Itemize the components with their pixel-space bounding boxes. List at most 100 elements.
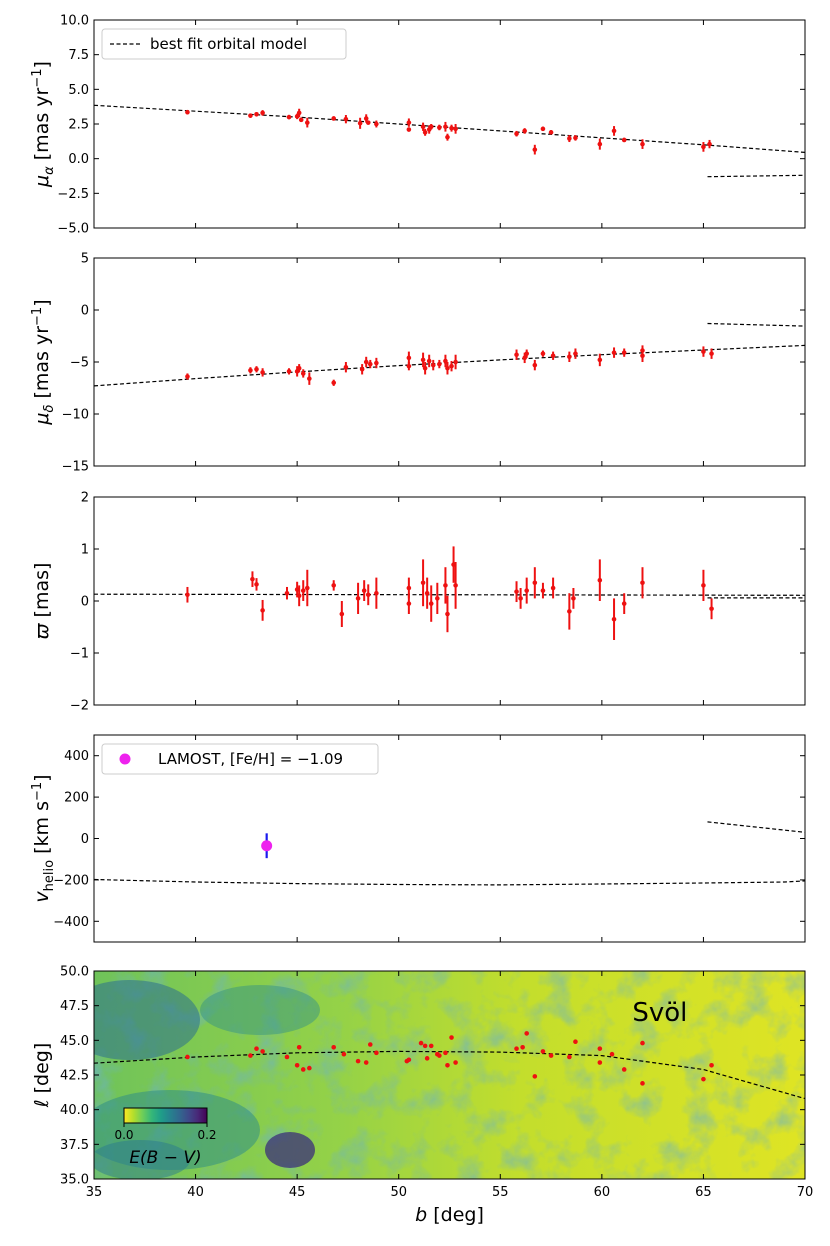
data-point: [300, 588, 306, 593]
data-point: [422, 130, 428, 135]
data-point: [573, 135, 578, 141]
xtick-label: 35: [86, 1185, 103, 1200]
data-point: [359, 366, 365, 372]
data-point: [286, 114, 292, 120]
xtick-label: 55: [492, 1185, 509, 1200]
colorbar-label: E(B − V): [129, 1148, 201, 1168]
data-point: [374, 1050, 379, 1056]
data-point: [331, 583, 337, 588]
data-point: [640, 141, 645, 147]
ytick-label: 400: [64, 749, 89, 764]
ytick-label: −400: [53, 915, 89, 930]
ylabel-close: ]: [31, 299, 53, 306]
model-line-1: [707, 821, 806, 833]
xtick-label: 70: [797, 1185, 814, 1200]
data-point: [640, 1040, 645, 1046]
ylabel-subscript: α: [42, 166, 57, 175]
data-point: [260, 608, 265, 613]
data-point: [406, 363, 412, 369]
data-point: [707, 141, 712, 147]
data-point: [597, 577, 603, 583]
data-point: [573, 351, 578, 356]
data-point: [514, 352, 519, 358]
legend-box: [101, 28, 347, 60]
data-point: [294, 1062, 300, 1068]
data-point: [550, 585, 556, 591]
data-point: [571, 596, 576, 601]
data-point: [185, 592, 190, 598]
ytick-label: 42.5: [60, 1069, 89, 1084]
data-point: [514, 589, 519, 594]
data-point: [540, 1049, 546, 1054]
data-point: [426, 358, 432, 364]
data-point: [597, 141, 603, 147]
ylabel-symbol: μ: [31, 175, 53, 188]
ylabel-symbol: v: [31, 891, 53, 903]
model-line-1: [707, 322, 806, 327]
ytick-label: 0: [81, 595, 89, 610]
panel-v_helio: −400 −200 0 200 400 vhelio [km s−1] LAMOST, [F…: [30, 734, 806, 943]
xtick-label: 65: [695, 1185, 712, 1200]
ytick-label: 35.0: [60, 1173, 89, 1188]
ylabel-unit: [km s: [31, 801, 53, 860]
data-point: [514, 1046, 519, 1051]
data-point: [343, 364, 349, 370]
legend-label: best fit orbital model: [150, 35, 307, 53]
data-point: [445, 365, 450, 371]
ylabel-unit: [mas yr: [31, 326, 53, 405]
data-point: [339, 611, 345, 617]
data-point: [420, 357, 426, 363]
xtick-label: 45: [289, 1185, 306, 1200]
dust-cloud-1: [265, 1132, 315, 1168]
panel-sky: 35.0 37.5 40.0 42.5 45.0 47.5 50.0 35 40 45 50 55 60…: [31, 965, 813, 1227]
xtick-label: 50: [390, 1185, 407, 1200]
data-point: [406, 601, 412, 606]
ylabel-unit: [deg]: [31, 1043, 53, 1100]
data-point: [248, 113, 253, 118]
data-point: [355, 596, 361, 601]
data-point: [443, 1050, 448, 1056]
data-point: [611, 616, 617, 622]
ylabel: vhelio [km s−1]: [30, 774, 57, 902]
xlabel-symbol: b: [415, 1204, 427, 1226]
dust-cloud-3: [200, 985, 320, 1035]
ytick-label: 0: [81, 304, 89, 319]
data-point: [406, 120, 412, 125]
data-point: [597, 1060, 603, 1065]
data-point: [709, 351, 714, 356]
data-point: [422, 365, 428, 371]
ylabel-unit: [mas yr: [31, 87, 53, 166]
ylabel: ℓ [deg]: [31, 1043, 53, 1109]
data-point: [307, 376, 312, 381]
ytick-label: 7.5: [68, 48, 89, 63]
data-point: [709, 606, 714, 612]
ytick-label: −1: [70, 647, 89, 662]
data-point: [522, 128, 527, 134]
data-point: [567, 609, 572, 614]
data-point: [621, 350, 627, 355]
data-point: [567, 1054, 572, 1060]
data-point: [424, 1056, 430, 1061]
xtick-label: 40: [187, 1185, 204, 1200]
legend-label: LAMOST, [Fe/H] = −1.09: [158, 750, 343, 768]
data-point: [363, 359, 369, 365]
data-point: [357, 121, 363, 126]
data-point: [573, 1039, 578, 1045]
data-point: [567, 136, 572, 141]
data-point: [406, 1057, 412, 1063]
data-point: [365, 120, 371, 125]
data-point: [532, 362, 538, 368]
legend-box: [101, 743, 379, 775]
data-point: [453, 359, 458, 365]
data-point: [449, 1035, 454, 1040]
data-point: [296, 593, 302, 599]
ylabel: μδ [mas yr−1]: [30, 299, 57, 425]
data-point: [449, 363, 454, 369]
ytick-label: −5.0: [57, 222, 89, 237]
data-point: [514, 131, 519, 137]
data-point: [449, 125, 454, 131]
data-point: [406, 127, 412, 132]
ylabel-exponent: −1: [30, 68, 45, 87]
dust-cloud-0: [94, 980, 200, 1060]
data-point: [524, 1031, 529, 1036]
